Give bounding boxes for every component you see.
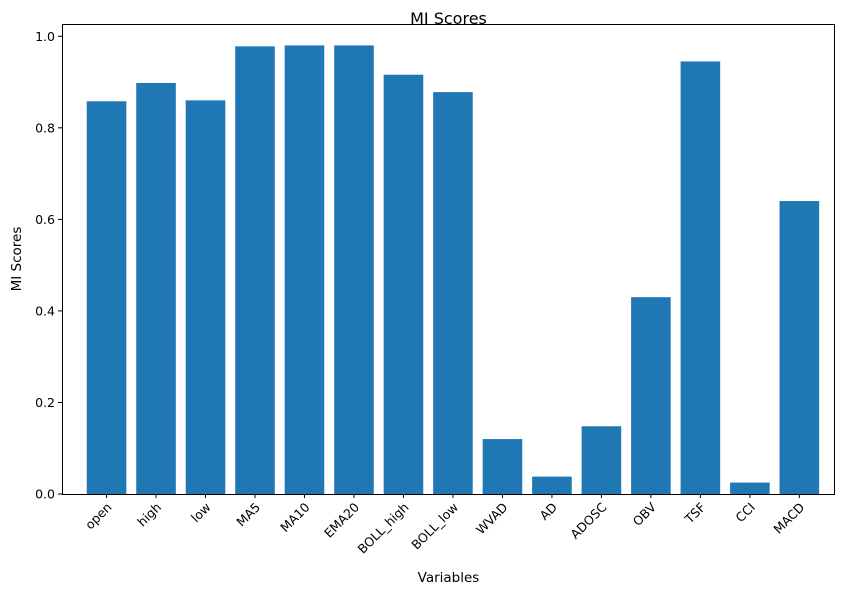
y-axis-label: MI Scores [9,227,25,292]
x-tick-label: BOLL_high [355,500,412,557]
bar-tsf [680,61,721,494]
x-tick-label: AD [537,500,560,523]
y-tick-label: 0.8 [35,120,55,135]
y-tick-label: 0.4 [35,303,55,318]
x-axis-ticks: open high low MA5 MA10 EMA20BOLL_highBOLL_low… [82,494,807,557]
y-tick-label: 0.6 [35,212,55,227]
x-tick-label: MACD [770,500,807,537]
bar-high [136,82,176,495]
x-axis-label: Variables [418,570,480,586]
x-tick-label: ADOSC [567,499,609,541]
x-tick-label: OBV [630,499,660,529]
bar-low [185,100,226,494]
x-tick-label: BOLL_low [408,500,461,553]
chart-title: MI Scores [410,9,487,28]
plot-frame [62,24,835,495]
bar-wvad [482,439,523,494]
bar-ema20 [334,45,374,495]
x-tick-label: WVAD [473,500,511,538]
bars-group [86,45,820,495]
bar-adosc [581,426,622,494]
bar-boll-high [383,74,424,494]
bar-ad [532,476,572,494]
y-axis-ticks: 0.0 0.2 0.4 0.6 0.8 1.0 [35,29,62,502]
bar-boll-low [433,92,473,495]
bar-ma5 [235,46,275,495]
bar-obv [631,297,671,494]
x-tick-label: open [82,500,115,533]
bar-ma10 [284,45,325,495]
y-tick-label: 0.2 [35,395,55,410]
x-tick-label: MA10 [277,499,313,535]
x-tick-label: EMA20 [321,499,362,540]
x-tick-label: low [188,500,214,526]
x-tick-label: CCI [732,500,758,526]
x-tick-label: MA5 [233,500,263,530]
bar-macd [779,201,820,495]
bar-open [86,101,127,495]
bar-cci [730,482,770,494]
x-tick-label: high [134,500,164,530]
x-tick-label: TSF [681,500,708,527]
y-tick-label: 1.0 [35,29,55,44]
y-tick-label: 0.0 [35,487,55,502]
